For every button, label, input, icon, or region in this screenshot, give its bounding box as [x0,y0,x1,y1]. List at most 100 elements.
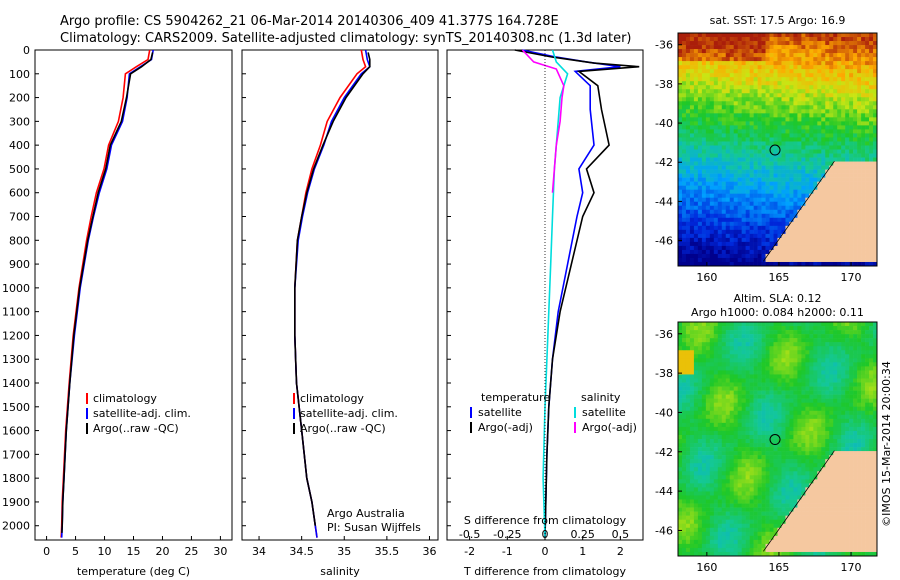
sst_map-cell [681,213,687,219]
sst_map-cell [749,233,754,239]
sla_map-cell [713,406,719,412]
sst_map-cell [709,185,715,190]
sst_map-cell [793,101,798,106]
sla_map-cell [821,414,826,420]
sla_map-cell [729,439,735,444]
sla_map-cell [805,378,810,383]
sst_map-cell [869,165,874,170]
sst_map-cell [825,37,830,42]
sst_map-cell [817,89,822,94]
sst_map-cell [849,121,854,126]
sla_map-cells [678,322,878,557]
sla_map-cell [777,463,782,468]
sst_map-cell [785,121,790,126]
sst_map-cell [709,137,715,142]
sla_map-cell [753,326,758,331]
sla_map-cell [825,422,830,428]
sla_map-cell [773,326,778,331]
sla_map-cell [801,362,806,367]
sla_map-cell [813,374,818,379]
sla_map-cell [873,350,878,355]
sst_map-cell [705,209,711,215]
sla_map-cell [701,402,707,408]
sst_map-cell [797,153,802,158]
sla_map-cell [725,406,731,412]
sst_map-cell [821,197,826,203]
sla_map-cell [841,443,846,448]
sst_map-cell [841,133,846,138]
sla_map-cell [725,334,731,339]
sla_map-cell [821,374,826,379]
sst_map-cell [797,121,802,126]
sla_map-cell [717,358,723,363]
sla_map-cell [785,386,790,391]
sla_map-cell [713,330,719,335]
sla_map-cell [861,463,866,468]
sla_map-cell [769,402,774,408]
sst_map-cell [709,237,715,243]
sst_map-cell [869,161,874,166]
sst_map-cell [681,125,687,130]
sst_map-cell [701,189,707,194]
sla_map-cell [829,338,834,343]
sla_map-cell [733,426,738,432]
sla_map-cell [841,467,846,472]
sla_map-cell [825,382,830,387]
sst_map-cell [689,221,695,227]
sst_map-cell [809,161,814,166]
sst_map-cell [765,125,770,130]
sla_map-cell [829,439,834,444]
sla_map-cell [681,378,687,383]
sst_map-cell [857,237,862,243]
sst_map-cell [769,233,774,239]
sst_map-cell [681,145,687,150]
sst_map-cell [785,245,790,251]
sla_map-cell [789,410,794,416]
sla_map-cell [865,382,870,387]
sst_map-cell [781,49,786,54]
sla_map-cell [689,354,695,359]
sla_map-cell [865,330,870,335]
sst_map-cell [805,137,810,142]
sla_map-cell [797,322,802,327]
sla_map-cell [765,374,770,379]
sst_map-cell [709,181,715,186]
sst_map-cell [837,157,842,162]
sla_map-cell [857,346,862,351]
sla_map-cell [833,390,838,395]
sst_map-cell [713,49,719,54]
sst_map-cell [705,253,711,259]
sla_map-cell [805,322,810,327]
sst_map-cell [869,41,874,46]
sst_map-cell [709,249,715,255]
sst_map-cell [837,137,842,142]
sst_map-cell [869,185,874,190]
sla_map-cell [757,378,762,383]
sst_map-cell [761,81,766,86]
sst_map-cell [737,149,742,154]
sla_map-cell [821,422,826,428]
sst_map-cell [713,145,719,150]
sst_map-cell [721,165,727,170]
sla_map-cell [681,398,687,403]
sla_map-cell [813,398,818,403]
sst_map-cell [861,145,866,150]
sla_map-cell [865,358,870,363]
sst_map-cell [709,117,715,122]
sst_map-cell [841,113,846,118]
sst_map-cell [789,93,794,98]
sla_map-cell [833,354,838,359]
temp-ytick-label: 2000 [2,520,30,533]
sst_map-cell [797,117,802,122]
sla_map-cell [873,362,878,367]
sla_map-cell [837,434,842,440]
sst_map-cell [853,241,858,247]
sal-xlabel: salinity [320,565,360,578]
sla_map-cell [765,463,770,468]
sst_map-cell [781,213,786,219]
sst_map-cell [693,249,699,255]
sst_map-cell [701,85,707,90]
sla_map-cell [689,430,695,436]
sla_map-cell [745,326,750,331]
sst_map-cell [817,41,822,46]
